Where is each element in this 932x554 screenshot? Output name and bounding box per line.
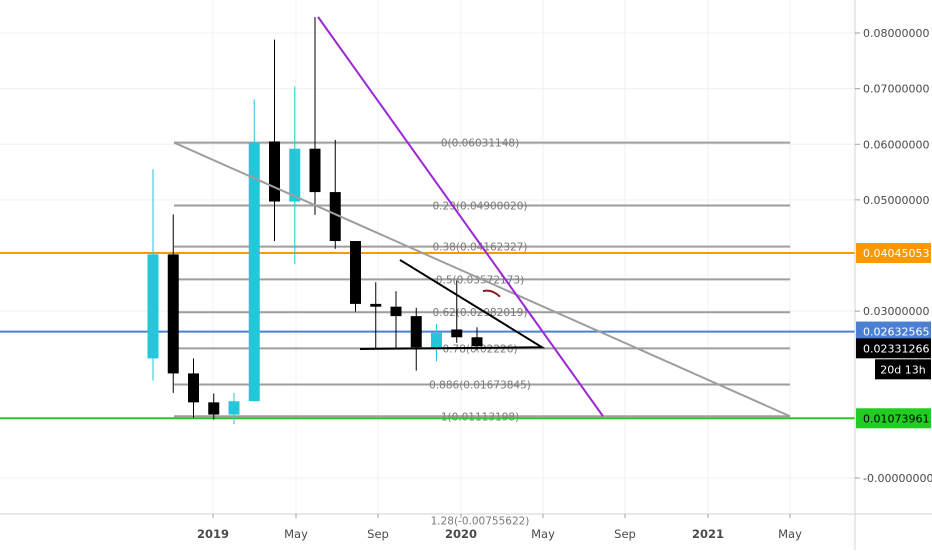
x-tick-label: Sep xyxy=(614,527,636,541)
countdown-label: 20d 13h xyxy=(880,363,925,376)
candle-body xyxy=(167,254,179,374)
fib-level-label: 0.23(0.04900020) xyxy=(432,200,527,212)
triangle-pattern[interactable] xyxy=(359,259,546,350)
x-tick-label: May xyxy=(284,527,308,541)
candle-body xyxy=(410,316,422,348)
price-tag-label: 0.04045053 xyxy=(863,247,929,260)
y-tick-label: 0.07000000 xyxy=(863,83,929,96)
candle-body xyxy=(309,148,321,193)
candle[interactable] xyxy=(410,307,422,371)
candle-body xyxy=(188,373,199,403)
candle[interactable] xyxy=(431,323,442,362)
candles[interactable] xyxy=(147,16,483,425)
price-tag[interactable] xyxy=(856,408,931,429)
y-tick-label: 0.08000000 xyxy=(863,27,929,40)
x-tick-label: 2020 xyxy=(445,527,477,541)
candle[interactable] xyxy=(188,358,199,418)
candle-body xyxy=(289,148,301,202)
fib-level-label: 1.28(-0.00755622) xyxy=(431,515,530,527)
x-tick-label: 2021 xyxy=(692,527,724,541)
candle-body xyxy=(147,254,159,359)
candle-body xyxy=(269,141,280,202)
price-tag[interactable] xyxy=(856,242,931,263)
fibonacci-retracement[interactable]: 0(0.06031148) 0.23(0.04900020) 0.38(0.0416… xyxy=(174,138,790,528)
x-tick-label: Sep xyxy=(367,527,389,541)
trend-line-gray[interactable] xyxy=(173,141,791,418)
price-tag-label: 0.02632565 xyxy=(863,326,929,339)
candle[interactable] xyxy=(147,169,159,381)
y-tick-label: -0.00000000 xyxy=(863,472,932,485)
candle[interactable] xyxy=(248,99,260,402)
fib-level-label: 0.5(0.03572173) xyxy=(436,274,524,286)
candle-body xyxy=(471,337,483,347)
candle[interactable] xyxy=(370,282,382,349)
fib-level-label: 0(0.06031148) xyxy=(441,138,519,150)
candle-body xyxy=(228,401,240,415)
candle[interactable] xyxy=(208,393,220,420)
candle[interactable] xyxy=(451,280,463,343)
candle-body xyxy=(390,306,402,317)
candle-body xyxy=(208,402,220,415)
x-tick-label: 2019 xyxy=(197,527,229,541)
arc-drawing[interactable] xyxy=(482,289,501,298)
current-price-label: 0.02331266 xyxy=(863,342,929,355)
candle-body xyxy=(451,329,463,338)
fib-level-label: 0.78(0.02226) xyxy=(443,343,518,355)
x-tick-label: May xyxy=(531,527,555,541)
candle[interactable] xyxy=(289,86,301,264)
current-price-tag[interactable] xyxy=(856,338,931,359)
candle-body xyxy=(350,241,361,304)
candle-body xyxy=(431,332,442,348)
candle[interactable] xyxy=(167,214,179,393)
fib-level-label: 1(0.01113198) xyxy=(441,411,519,423)
candle-body xyxy=(329,192,341,242)
fib-level-label: 0.38(0.04162327) xyxy=(432,242,527,254)
candle[interactable] xyxy=(390,291,402,349)
x-tick-label: May xyxy=(778,527,802,541)
candle[interactable] xyxy=(309,16,321,215)
fib-level-label: 0.62(0.02982019) xyxy=(432,307,527,319)
price-tag[interactable] xyxy=(856,321,931,342)
candle[interactable] xyxy=(350,241,361,312)
drawings[interactable] xyxy=(173,16,791,418)
candle-body xyxy=(370,303,382,307)
price-tag-label: 0.01073961 xyxy=(863,412,929,425)
y-tick-label: 0.03000000 xyxy=(863,305,929,318)
trend-line-purple[interactable] xyxy=(317,16,604,417)
candle[interactable] xyxy=(329,139,341,249)
y-tick-label: 0.06000000 xyxy=(863,138,929,151)
countdown-tag xyxy=(875,359,931,380)
candle-body xyxy=(248,142,260,402)
y-tick-label: 0.05000000 xyxy=(863,194,929,207)
candle[interactable] xyxy=(228,392,240,425)
candle[interactable] xyxy=(471,327,483,351)
horizontal-lines[interactable] xyxy=(0,251,855,420)
grid-lines xyxy=(0,0,855,514)
candle[interactable] xyxy=(269,39,280,242)
fib-level-label: 0.886(0.01673845) xyxy=(429,380,531,392)
